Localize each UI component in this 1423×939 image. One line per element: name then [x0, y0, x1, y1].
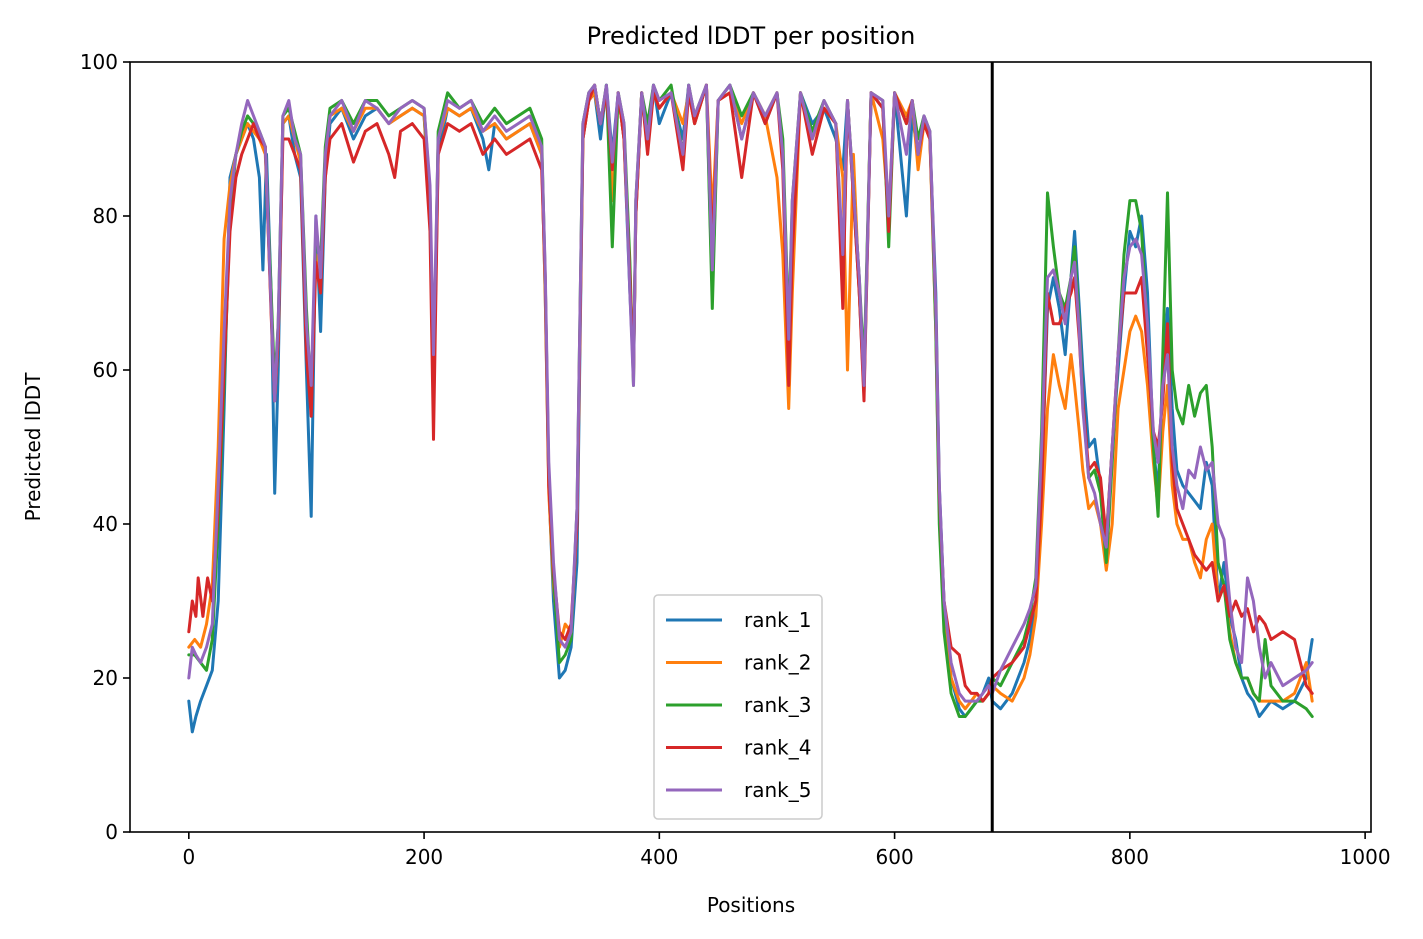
y-axis-label: Predicted lDDT — [21, 372, 45, 522]
legend-label-rank_2: rank_2 — [744, 651, 811, 675]
y-tick-label: 20 — [93, 666, 118, 690]
y-tick-label: 0 — [105, 820, 118, 844]
series-layer — [187, 83, 1314, 734]
x-axis-label: Positions — [707, 893, 795, 917]
x-tick-label: 600 — [876, 845, 914, 869]
legend-label-rank_4: rank_4 — [744, 736, 811, 760]
y-tick-label: 40 — [93, 512, 118, 536]
chart-title: Predicted lDDT per position — [587, 22, 916, 50]
legend-box — [653, 594, 823, 820]
y-tick-label: 100 — [80, 50, 118, 74]
y-axis: 0 20 40 60 80 100 — [80, 50, 130, 844]
legend-label-rank_3: rank_3 — [744, 693, 811, 717]
legend: rank_1 rank_2 rank_3 rank_4 rank_5 — [653, 594, 823, 820]
x-tick-label: 800 — [1111, 845, 1149, 869]
x-tick-label: 1000 — [1340, 845, 1391, 869]
plot-frame — [129, 61, 1372, 833]
legend-label-rank_1: rank_1 — [744, 608, 811, 632]
series-line-rank_5 — [187, 83, 1314, 703]
x-tick-label: 200 — [405, 845, 443, 869]
x-tick-label: 0 — [182, 845, 195, 869]
y-tick-label: 60 — [93, 358, 118, 382]
legend-label-rank_5: rank_5 — [744, 778, 811, 802]
series-line-rank_4 — [187, 83, 1314, 703]
y-tick-label: 80 — [93, 204, 118, 228]
x-axis: 0 200 400 600 800 1000 — [182, 832, 1391, 869]
x-tick-label: 400 — [640, 845, 678, 869]
